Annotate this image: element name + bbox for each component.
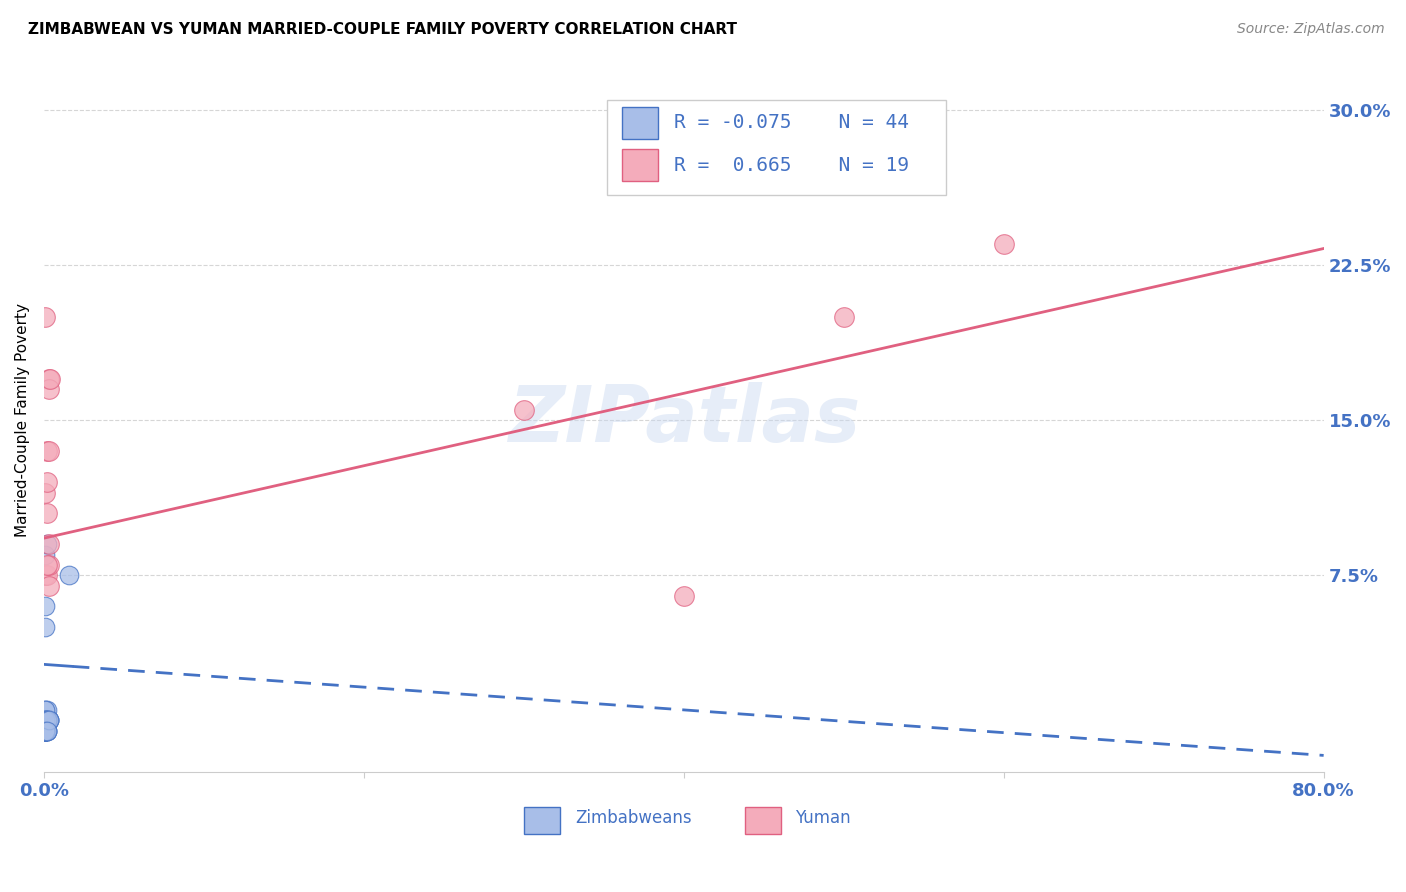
Point	[38, 713, 60, 727]
Y-axis label: Married-Couple Family Poverty: Married-Couple Family Poverty	[15, 303, 30, 537]
Point	[35, 713, 58, 727]
Point	[35, 444, 58, 458]
Point	[38, 713, 60, 727]
Point	[34, 713, 56, 727]
Point	[35, 713, 58, 727]
Point	[34, 485, 56, 500]
Point	[993, 237, 1015, 252]
Text: R = -0.075    N = 44: R = -0.075 N = 44	[673, 113, 908, 132]
Point	[38, 558, 60, 572]
Point	[35, 506, 58, 520]
Point	[34, 713, 56, 727]
Point	[35, 723, 58, 738]
Point	[34, 713, 56, 727]
Point	[34, 703, 56, 717]
Point	[34, 723, 56, 738]
Point	[34, 713, 56, 727]
Point	[38, 713, 60, 727]
Point	[34, 713, 56, 727]
Point	[35, 713, 58, 727]
Point	[35, 558, 58, 572]
Point	[38, 372, 60, 386]
Point	[34, 723, 56, 738]
Bar	[623, 150, 658, 181]
Point	[34, 723, 56, 738]
Text: ZIPatlas: ZIPatlas	[508, 383, 860, 458]
Point	[38, 382, 60, 396]
Point	[35, 475, 58, 490]
Point	[35, 537, 58, 551]
FancyBboxPatch shape	[607, 100, 946, 195]
Point	[35, 703, 58, 717]
Point	[34, 548, 56, 562]
Point	[34, 713, 56, 727]
Text: Zimbabweans: Zimbabweans	[575, 809, 692, 827]
Point	[35, 713, 58, 727]
Text: ZIMBABWEAN VS YUMAN MARRIED-COUPLE FAMILY POVERTY CORRELATION CHART: ZIMBABWEAN VS YUMAN MARRIED-COUPLE FAMIL…	[28, 22, 737, 37]
Point	[38, 444, 60, 458]
Point	[35, 568, 58, 582]
Point	[34, 310, 56, 324]
Point	[35, 723, 58, 738]
Point	[35, 713, 58, 727]
Point	[35, 713, 58, 727]
Point	[34, 723, 56, 738]
Point	[34, 723, 56, 738]
Bar	[745, 807, 780, 834]
Point	[58, 568, 80, 582]
Point	[34, 713, 56, 727]
Bar	[623, 107, 658, 139]
Point	[34, 620, 56, 634]
Point	[35, 723, 58, 738]
Point	[35, 723, 58, 738]
Point	[34, 599, 56, 614]
Text: Source: ZipAtlas.com: Source: ZipAtlas.com	[1237, 22, 1385, 37]
Text: R =  0.665    N = 19: R = 0.665 N = 19	[673, 156, 908, 175]
Text: Yuman: Yuman	[796, 809, 851, 827]
Point	[35, 713, 58, 727]
Point	[34, 713, 56, 727]
Point	[38, 537, 60, 551]
Point	[34, 723, 56, 738]
Point	[34, 713, 56, 727]
Point	[34, 723, 56, 738]
Point	[34, 723, 56, 738]
Point	[832, 310, 855, 324]
Point	[38, 579, 60, 593]
Point	[672, 589, 695, 603]
Point	[34, 568, 56, 582]
Point	[34, 723, 56, 738]
Point	[35, 713, 58, 727]
Point	[38, 713, 60, 727]
Point	[513, 403, 536, 417]
Point	[39, 372, 62, 386]
Point	[34, 713, 56, 727]
Point	[34, 723, 56, 738]
Point	[34, 703, 56, 717]
Bar	[524, 807, 560, 834]
